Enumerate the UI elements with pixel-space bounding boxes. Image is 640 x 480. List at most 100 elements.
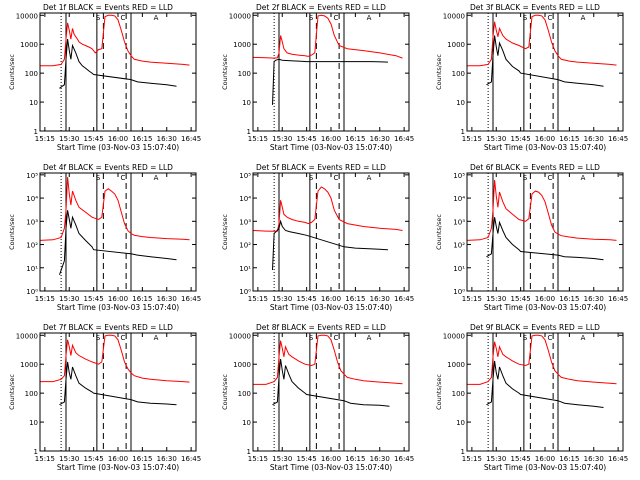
y-tick-label: 1000 (447, 41, 465, 49)
y-tick-label: 10 (456, 419, 465, 427)
plot-frame (252, 172, 410, 292)
x-tick-label: 15:30 (59, 455, 79, 463)
x-tick-label: 16:45 (608, 135, 628, 143)
y-tick-label: 10⁴ (26, 195, 38, 203)
y-tick-label: 100 (238, 70, 251, 78)
x-tick-label: 15:30 (272, 455, 292, 463)
plot-frame (39, 12, 197, 132)
x-tick-label: 16:30 (157, 135, 177, 143)
y-axis-label: Counts/sec (221, 214, 229, 250)
saa-marker: C (121, 174, 126, 182)
saa-marker: S (309, 14, 314, 22)
y-tick-label: 10⁰ (453, 288, 465, 296)
saa-marker: C (548, 334, 553, 342)
saa-marker: C (548, 174, 553, 182)
y-axis-label: Counts/sec (8, 374, 16, 410)
x-tick-label: 16:00 (321, 455, 341, 463)
saa-marker: A (154, 14, 159, 22)
series-lld-line (40, 14, 190, 67)
saa-marker: S (523, 174, 528, 182)
x-axis-label: Start Time (03-Nov-03 15:07:40) (270, 143, 392, 152)
x-tick-label: 15:45 (511, 295, 531, 303)
x-axis-label: Start Time (03-Nov-03 15:07:40) (484, 463, 606, 472)
series-lld-line (253, 14, 403, 59)
x-tick-label: 15:45 (297, 295, 317, 303)
y-tick-label: 10000 (229, 332, 251, 340)
x-tick-label: 16:30 (584, 295, 604, 303)
x-axis-label: Start Time (03-Nov-03 15:07:40) (484, 143, 606, 152)
y-axis-label: Counts/sec (435, 214, 443, 250)
y-tick-label: 10000 (443, 12, 465, 20)
x-tick-label: 15:15 (248, 295, 268, 303)
saa-marker: C (334, 174, 339, 182)
series-events-line (59, 210, 177, 275)
x-tick-label: 16:15 (559, 295, 579, 303)
y-axis-label: Counts/sec (8, 214, 16, 250)
x-tick-label: 15:15 (462, 455, 482, 463)
saa-marker: S (309, 174, 314, 182)
y-tick-label: 10⁴ (453, 195, 465, 203)
x-tick-label: 16:15 (132, 295, 152, 303)
panel-7: 15:15 15:30 15:45 16:00 16:15 16:30 16:45 1 10 10… (8, 323, 201, 472)
x-axis-label: Start Time (03-Nov-03 15:07:40) (270, 463, 392, 472)
y-tick-label: 100 (452, 70, 465, 78)
x-tick-label: 15:30 (486, 135, 506, 143)
saa-marker: C (121, 334, 126, 342)
y-axis-label: Counts/sec (221, 54, 229, 90)
x-tick-label: 15:30 (486, 455, 506, 463)
y-tick-label: 10¹ (239, 265, 251, 273)
x-tick-label: 15:45 (511, 455, 531, 463)
y-tick-label: 1000 (233, 41, 251, 49)
plot-frame (39, 332, 197, 452)
saa-marker: C (121, 14, 126, 22)
series-lld-line (467, 14, 617, 67)
y-tick-label: 1 (247, 448, 251, 456)
x-tick-label: 15:45 (84, 135, 104, 143)
x-tick-label: 16:30 (370, 295, 390, 303)
y-tick-label: 100 (452, 390, 465, 398)
x-tick-label: 15:45 (297, 135, 317, 143)
panel-title: Det 5f BLACK = Events RED = LLD (256, 163, 386, 172)
saa-marker: A (154, 174, 159, 182)
panel-title: Det 8f BLACK = Events RED = LLD (256, 323, 386, 332)
y-tick-label: 10³ (239, 218, 251, 226)
panel-title: Det 3f BLACK = Events RED = LLD (470, 3, 600, 12)
y-tick-label: 10 (29, 99, 38, 107)
x-tick-label: 15:45 (84, 455, 104, 463)
saa-marker: S (96, 174, 101, 182)
y-tick-label: 10 (29, 419, 38, 427)
panel-title: Det 7f BLACK = Events RED = LLD (43, 323, 173, 332)
y-tick-label: 10³ (453, 218, 465, 226)
y-tick-label: 1000 (20, 361, 38, 369)
series-lld-line (40, 177, 190, 241)
saa-marker: A (367, 14, 372, 22)
x-tick-label: 15:45 (84, 295, 104, 303)
y-tick-label: 1 (247, 128, 251, 136)
x-tick-label: 15:45 (511, 135, 531, 143)
y-tick-label: 1 (34, 448, 38, 456)
panel-title: Det 4f BLACK = Events RED = LLD (43, 163, 173, 172)
saa-marker: S (309, 334, 314, 342)
x-tick-label: 15:15 (35, 455, 55, 463)
series-events-line (486, 35, 604, 87)
x-tick-label: 15:15 (248, 135, 268, 143)
panel-8: 15:15 15:30 15:45 16:00 16:15 16:30 16:45 1 10 10… (221, 323, 414, 472)
panel-5: 15:15 15:30 15:45 16:00 16:15 16:30 16:45 10⁰ 10… (221, 163, 414, 312)
panel-6: 15:15 15:30 15:45 16:00 16:15 16:30 16:45 10⁰ 10… (435, 163, 628, 312)
x-tick-label: 15:30 (272, 135, 292, 143)
y-axis-label: Counts/sec (435, 54, 443, 90)
x-tick-label: 16:15 (559, 455, 579, 463)
x-tick-label: 16:00 (321, 295, 341, 303)
plot-frame (466, 12, 624, 132)
x-tick-label: 16:15 (559, 135, 579, 143)
saa-marker: A (581, 334, 586, 342)
y-tick-label: 10000 (16, 12, 38, 20)
x-tick-label: 16:00 (535, 295, 555, 303)
plot-frame (466, 332, 624, 452)
series-lld-line (40, 334, 190, 383)
x-tick-label: 16:30 (370, 135, 390, 143)
x-tick-label: 16:45 (608, 295, 628, 303)
y-tick-label: 10000 (16, 332, 38, 340)
x-tick-label: 16:00 (535, 455, 555, 463)
